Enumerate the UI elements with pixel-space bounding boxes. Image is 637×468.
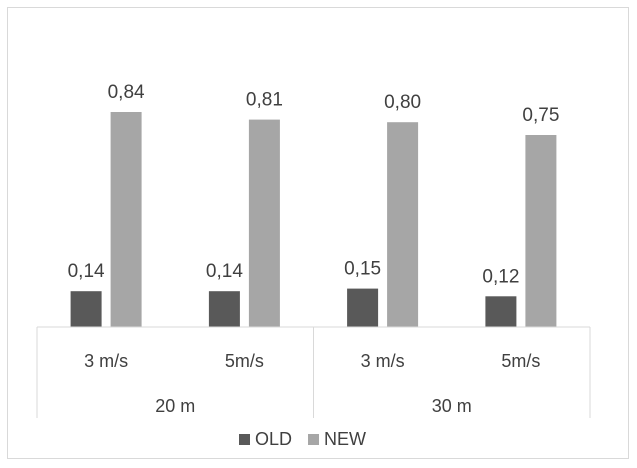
data-label-old-3: 0,12 bbox=[482, 266, 519, 287]
data-label-new-2: 0,80 bbox=[384, 92, 421, 113]
data-labels-layer: 0,14 0,84 0,14 0,81 0,15 0,80 0,12 0,75 bbox=[68, 82, 560, 287]
legend-swatch-new bbox=[308, 434, 320, 445]
group-label-1: 30 m bbox=[432, 396, 472, 416]
bar-old-3 bbox=[485, 296, 517, 327]
data-label-old-0: 0,14 bbox=[68, 261, 105, 282]
legend-swatch-old bbox=[239, 434, 250, 445]
category-label-3: 5m/s bbox=[501, 351, 540, 371]
bar-old-1 bbox=[208, 291, 240, 327]
legend-label-old: OLD bbox=[255, 429, 292, 449]
bar-new-3 bbox=[525, 135, 557, 327]
legend: OLD NEW bbox=[239, 429, 366, 449]
data-label-new-3: 0,75 bbox=[522, 105, 559, 126]
data-label-new-0: 0,84 bbox=[108, 82, 145, 103]
data-label-new-1: 0,81 bbox=[246, 90, 283, 111]
bar-new-2 bbox=[387, 122, 419, 327]
bars-layer bbox=[70, 112, 557, 327]
bar-old-0 bbox=[70, 291, 102, 327]
category-label-1: 5m/s bbox=[225, 351, 264, 371]
bar-old-2 bbox=[347, 288, 379, 327]
category-label-0: 3 m/s bbox=[84, 351, 128, 371]
data-label-old-2: 0,15 bbox=[344, 259, 381, 280]
bar-new-1 bbox=[248, 119, 280, 327]
bar-new-0 bbox=[110, 112, 142, 327]
category-axis: 3 m/s 5m/s 3 m/s 5m/s 20 m 30 m bbox=[36, 326, 591, 418]
data-label-old-1: 0,14 bbox=[206, 261, 243, 282]
category-label-2: 3 m/s bbox=[361, 351, 405, 371]
group-label-0: 20 m bbox=[155, 396, 195, 416]
legend-label-new: NEW bbox=[324, 429, 366, 449]
